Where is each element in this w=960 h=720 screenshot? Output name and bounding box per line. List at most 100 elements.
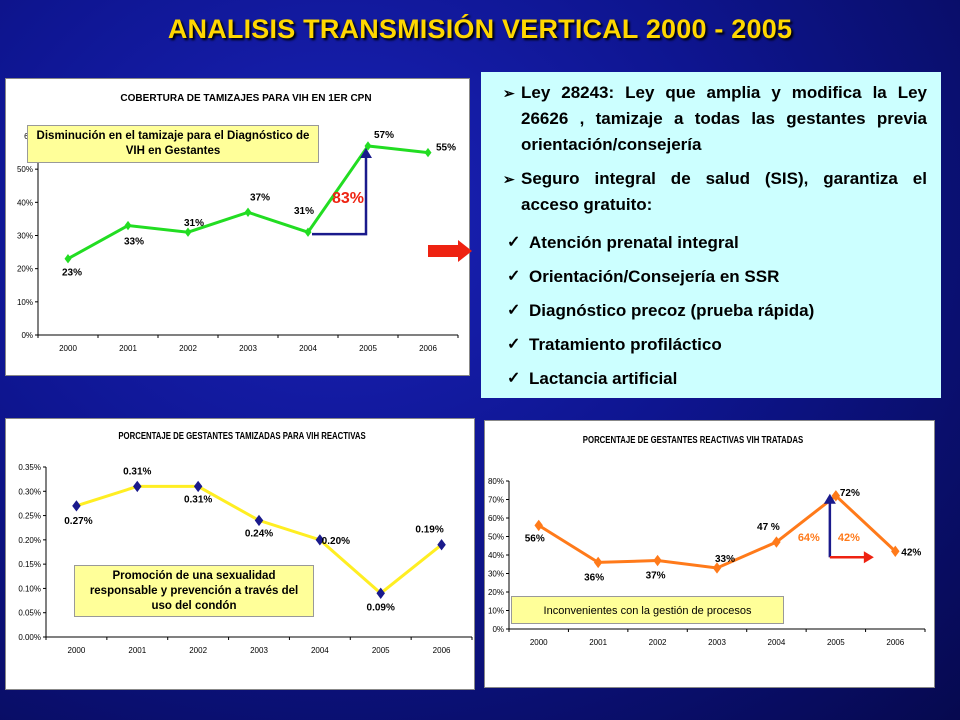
data-label: 0.09% [367,602,395,613]
y-tick-label: 0.15% [18,560,41,569]
x-tick-label: 2005 [359,344,377,353]
check-item-counseling: ✓ Orientación/Consejería en SSR [503,260,927,294]
data-label: 56% [525,533,545,544]
change-label-b: 42% [838,532,860,544]
data-point [712,562,722,574]
data-point [304,227,312,237]
y-tick-label: 0.35% [18,463,41,472]
x-tick-label: 2002 [649,638,667,647]
chart-panel-reactive: PORCENTAJE DE GESTANTES TAMIZADAS PARA V… [5,418,475,690]
data-label: 31% [294,206,314,217]
x-tick-label: 2003 [708,638,726,647]
data-point [254,514,264,527]
y-tick-label: 60% [488,514,504,523]
check-item-treatment: ✓ Tratamiento profiláctico [503,328,927,362]
x-tick-label: 2002 [179,344,197,353]
red-arrow-icon [428,240,472,262]
treated-chart-svg: PORCENTAJE DE GESTANTES REACTIVAS VIH TR… [488,434,926,647]
data-label: 0.19% [415,525,443,536]
y-tick-label: 0.20% [18,536,41,545]
x-tick-label: 2000 [68,646,86,655]
x-tick-label: 2006 [433,646,451,655]
check-item-diagnosis: ✓ Diagnóstico precoz (prueba rápida) [503,294,927,328]
info-panel: ➢ Ley 28243: Ley que amplia y modifica l… [481,72,941,398]
check-icon: ✓ [507,234,521,251]
check-item-prenatal: ✓ Atención prenatal integral [503,226,927,260]
data-label: 55% [436,143,456,154]
change-arrow [312,155,368,236]
check-icon: ✓ [507,370,521,387]
y-tick-label: 40% [488,551,504,560]
chart-title: PORCENTAJE DE GESTANTES REACTIVAS VIH TR… [583,434,803,445]
y-tick-label: 0.30% [18,487,41,496]
x-tick-label: 2005 [827,638,845,647]
y-tick-label: 10% [488,607,504,616]
check-icon: ✓ [507,268,521,285]
data-label: 42% [901,547,921,558]
coverage-chart-svg: COBERTURA DE TAMIZAJES PARA VIH EN 1ER C… [17,93,459,353]
y-tick-label: 0.25% [18,512,41,521]
coverage-note-text: Disminución en el tamizaje para el Diagn… [36,130,310,157]
x-tick-label: 2004 [768,638,786,647]
change-percent-label: 83% [332,190,364,207]
change-arrow-right-head [863,551,874,564]
x-tick-label: 2000 [59,344,77,353]
data-label: 33% [715,554,735,565]
x-tick-label: 2006 [886,638,904,647]
data-point [184,227,192,237]
check-item-lactation: ✓ Lactancia artificial [503,362,927,396]
x-tick-label: 2006 [419,344,437,353]
x-tick-label: 2001 [119,344,137,353]
data-label: 37% [646,571,666,582]
data-point [437,539,446,551]
check-item-label: Orientación/Consejería en SSR [529,267,780,286]
check-item-label: Atención prenatal integral [529,233,739,252]
data-label: 36% [584,572,604,583]
bullet-law: ➢ Ley 28243: Ley que amplia y modifica l… [503,80,927,158]
data-point [376,587,385,599]
slide-title: ANALISIS TRANSMISIÓN VERTICAL 2000 - 200… [167,14,793,44]
data-point [653,554,662,567]
y-tick-label: 0.05% [18,609,41,618]
data-point [124,220,132,231]
arrow-bullet-icon: ➢ [503,85,515,101]
y-tick-label: 0% [21,331,33,340]
data-point [424,147,432,158]
y-tick-label: 0.10% [18,584,41,593]
x-tick-label: 2001 [589,638,607,647]
change-arrow-head [360,147,372,158]
y-tick-label: 20% [488,588,504,597]
data-label: 0.27% [64,516,92,527]
data-point [891,545,900,557]
data-point [364,141,372,151]
bullet-law-text: Ley 28243: Ley que amplia y modifica la … [521,83,927,154]
y-tick-label: 0% [492,625,504,634]
data-label: 0.31% [184,494,212,505]
data-point [64,254,72,264]
reactive-note-box: Promoción de una sexualidad responsable … [74,565,314,617]
x-tick-label: 2004 [299,344,317,353]
chart-panel-treated: PORCENTAJE DE GESTANTES REACTIVAS VIH TR… [484,420,935,688]
change-label-a: 64% [798,532,820,544]
data-point [315,534,325,546]
y-tick-label: 0.00% [18,633,41,642]
data-label: 31% [184,218,204,229]
data-point [534,519,543,532]
data-label: 23% [62,268,82,279]
check-icon: ✓ [507,336,521,353]
data-label: 0.24% [245,528,273,539]
chart-panel-coverage: COBERTURA DE TAMIZAJES PARA VIH EN 1ER C… [5,78,470,376]
check-item-label: Lactancia artificial [529,369,678,388]
x-tick-label: 2001 [128,646,146,655]
y-tick-label: 70% [488,496,504,505]
data-label: 72% [840,488,860,499]
check-item-label: Diagnóstico precoz (prueba rápida) [529,301,815,320]
coverage-note-box: Disminución en el tamizaje para el Diagn… [27,125,319,163]
reactive-note-text: Promoción de una sexualidad responsable … [89,570,299,612]
data-label: 47 % [757,522,780,533]
treated-note-box: Inconvenientes con la gestión de proceso… [511,596,784,624]
chart-title: PORCENTAJE DE GESTANTES TAMIZADAS PARA V… [118,430,365,441]
data-label: 0.20% [322,536,350,547]
chart-title: COBERTURA DE TAMIZAJES PARA VIH EN 1ER C… [120,93,371,104]
y-tick-label: 50% [488,533,504,542]
